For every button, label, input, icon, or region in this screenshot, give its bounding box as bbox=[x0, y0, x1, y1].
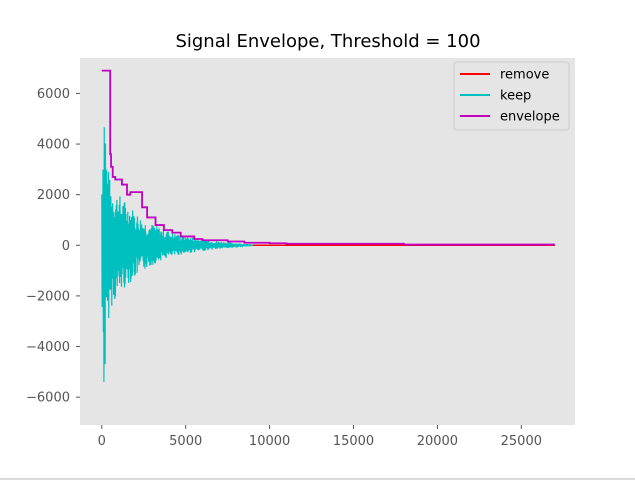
y-tick-label: 4000 bbox=[37, 138, 70, 153]
x-tick-label: 10000 bbox=[249, 434, 290, 449]
series-envelope-line bbox=[101, 69, 555, 246]
legend-box bbox=[453, 61, 570, 131]
window-bottom-edge bbox=[0, 478, 635, 480]
x-tick-label: 15000 bbox=[333, 434, 374, 449]
y-axis: −6000 −4000 −2000 0 2000 4000 6000 bbox=[26, 87, 80, 406]
y-tick-label: −6000 bbox=[26, 391, 70, 406]
legend-label-envelope: envelope bbox=[500, 110, 560, 125]
chart-title: Signal Envelope, Threshold = 100 bbox=[175, 31, 480, 52]
x-axis: 0 5000 10000 15000 20000 25000 bbox=[98, 425, 542, 449]
legend-label-remove: remove bbox=[500, 68, 549, 83]
x-tick-label: 20000 bbox=[417, 434, 458, 449]
y-tick-label: −4000 bbox=[26, 340, 70, 355]
x-tick-label: 25000 bbox=[501, 434, 542, 449]
y-tick-label: 2000 bbox=[37, 188, 70, 203]
x-tick-label: 0 bbox=[98, 434, 106, 449]
series-keep-line bbox=[101, 127, 254, 382]
legend: remove keep envelope bbox=[453, 61, 570, 131]
y-tick-label: 0 bbox=[62, 239, 70, 254]
x-tick-label: 5000 bbox=[169, 434, 202, 449]
y-tick-label: 6000 bbox=[37, 87, 70, 102]
legend-label-keep: keep bbox=[500, 89, 531, 104]
y-tick-label: −2000 bbox=[26, 289, 70, 304]
series-layer bbox=[101, 69, 555, 382]
